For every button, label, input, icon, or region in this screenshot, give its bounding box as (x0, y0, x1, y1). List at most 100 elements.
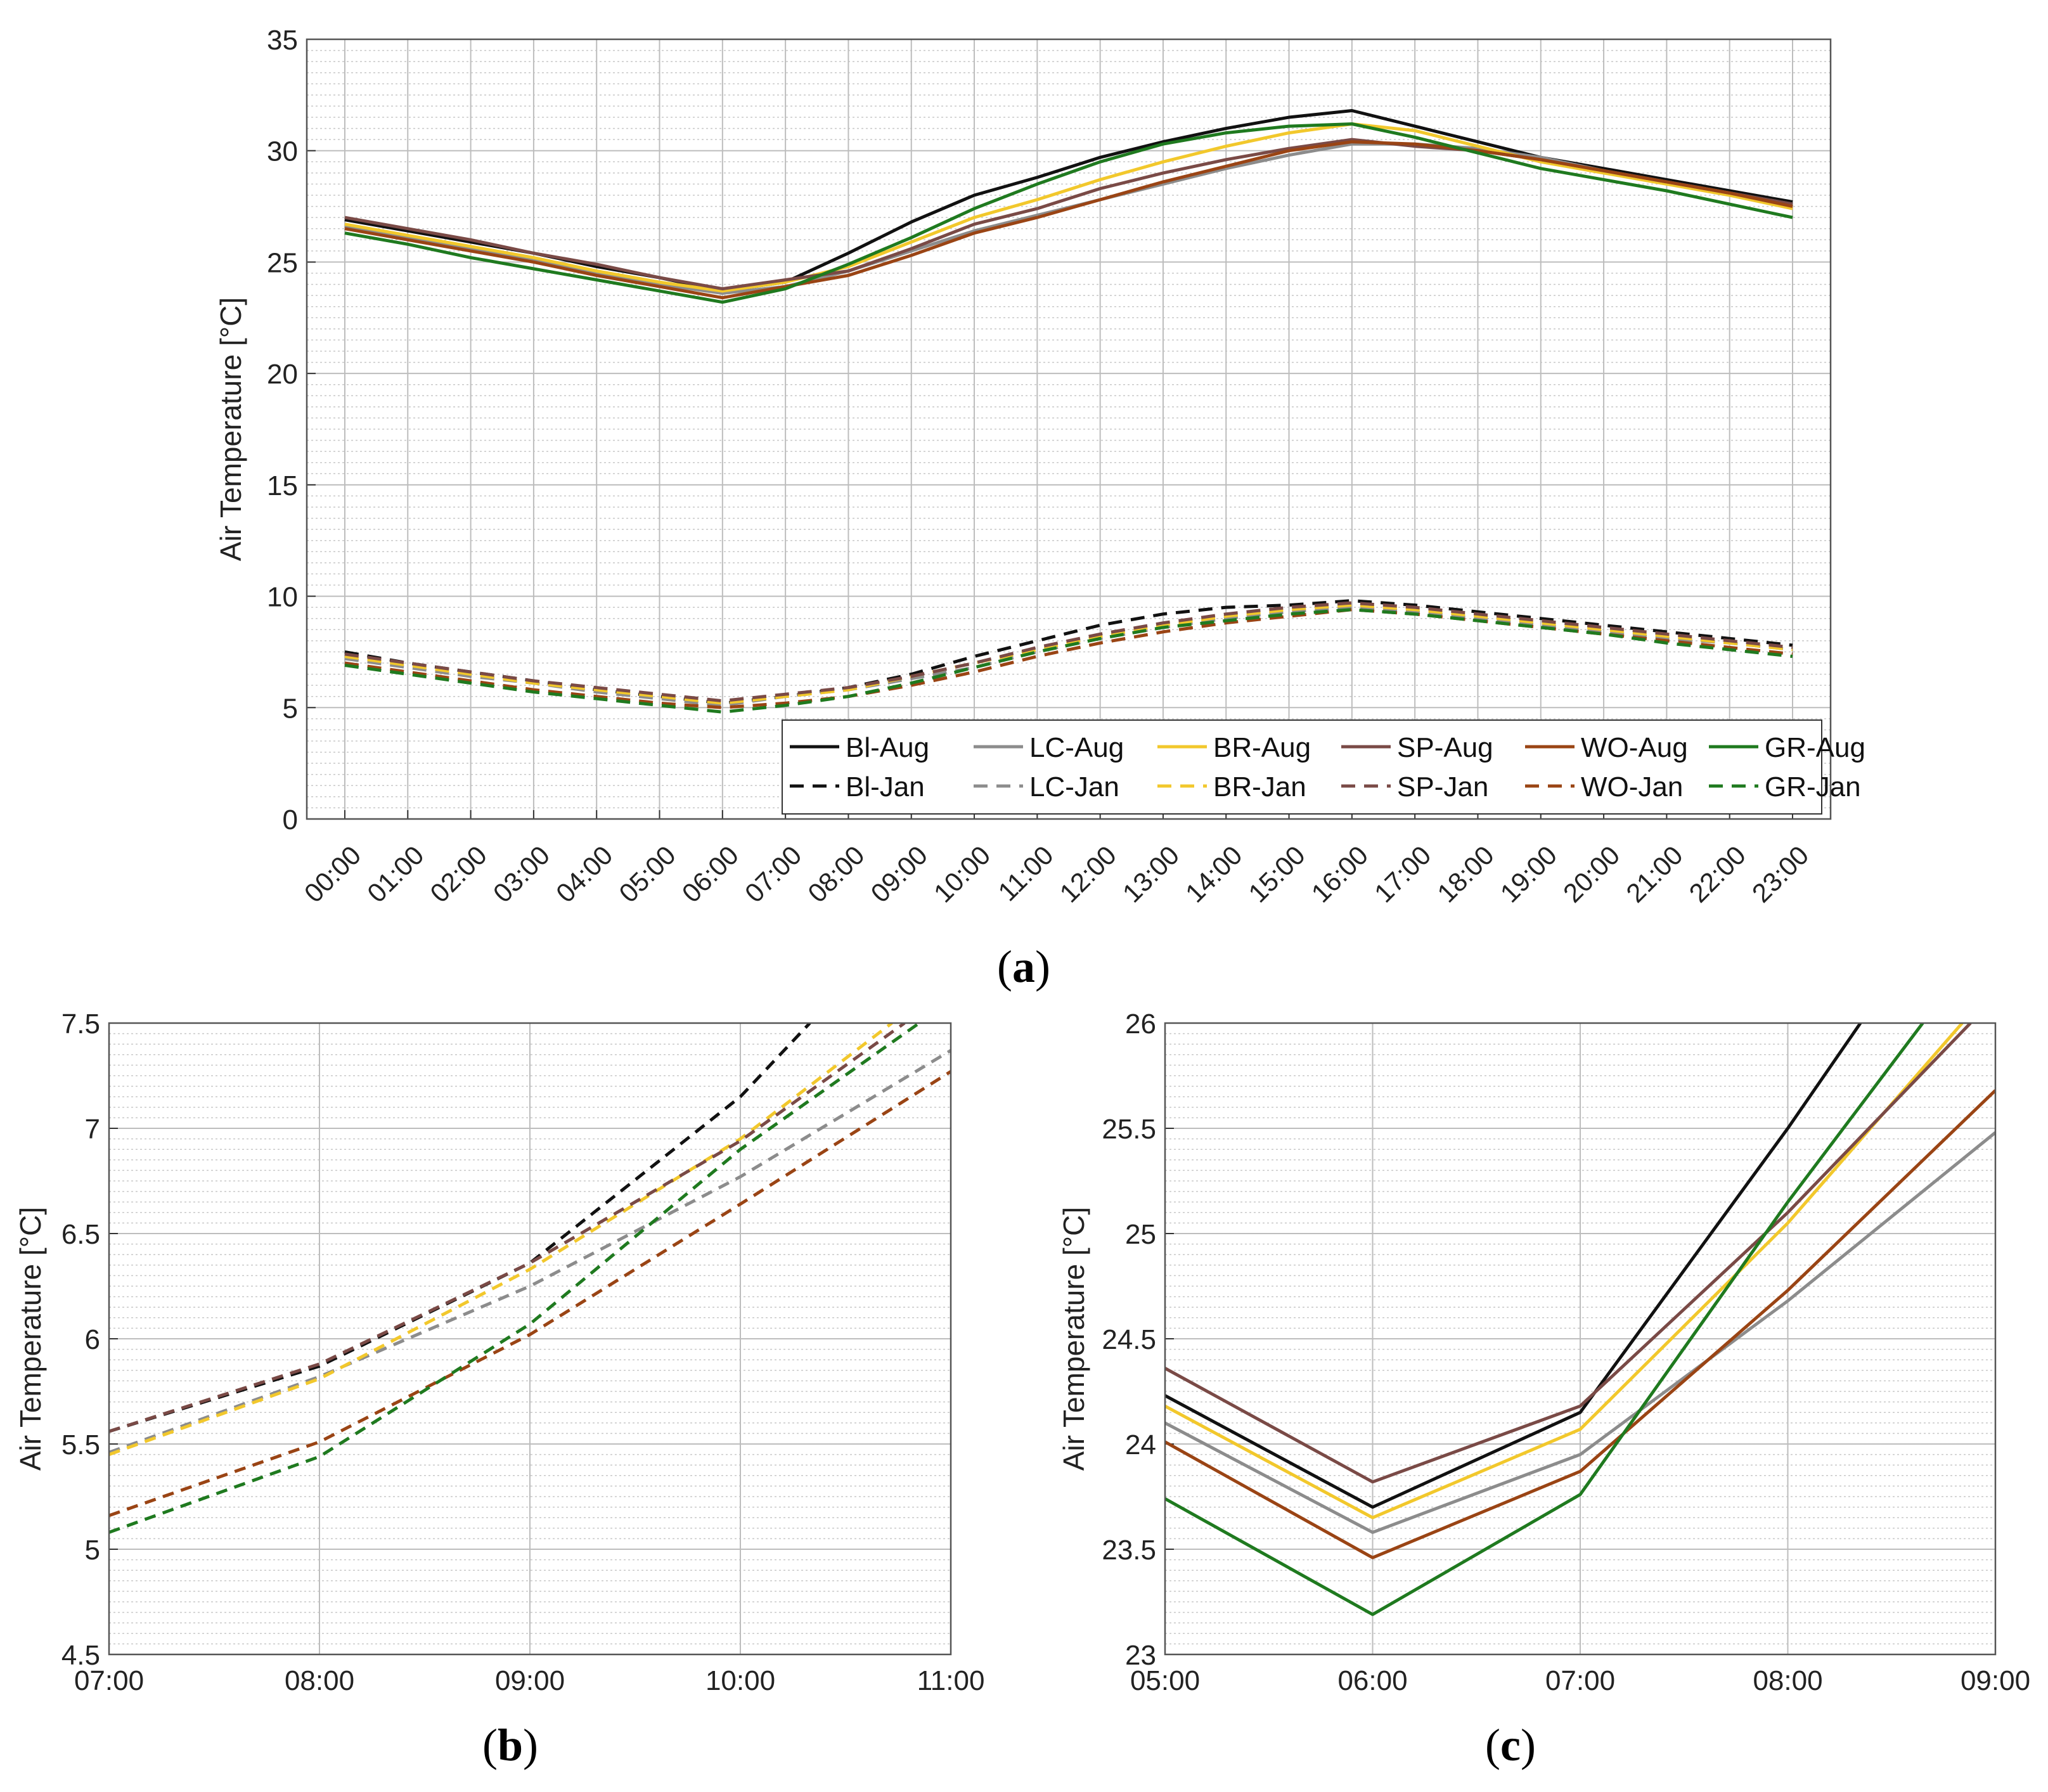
series-line-br-aug (344, 122, 1793, 293)
x-tick-label: 07:00 (1545, 1665, 1615, 1696)
y-axis-label: Air Temperature [°C] (14, 1207, 47, 1471)
legend-label: LC-Jan (1029, 771, 1119, 803)
y-tick-label: 35 (267, 25, 298, 56)
x-tick-label: 01:00 (361, 840, 430, 908)
x-tick-label: 16:00 (1306, 840, 1374, 908)
legend-label: GR-Jan (1765, 771, 1861, 803)
x-tick-label: 20:00 (1557, 840, 1626, 908)
legend: Bl-Aug LC-Aug BR-Aug SP-Aug WO-Aug GR-Aug Bl-J… (782, 719, 1865, 815)
plot-border (1164, 1022, 1997, 1656)
legend-label: SP-Jan (1397, 771, 1488, 803)
series-line-sp-aug (1165, 1023, 1972, 1484)
series-line-gr-aug (1165, 1023, 1924, 1616)
y-tick-label: 23.5 (1102, 1535, 1156, 1566)
chart-b: 4.5 5 5.5 6 6.5 7 7.5 07:00 08:00 09:00 10:00 11:00… (14, 1009, 984, 1696)
series-group (344, 109, 1793, 714)
x-tick-label: 02:00 (424, 840, 493, 908)
y-tick-label: 6.5 (61, 1219, 100, 1250)
y-axis-label: Air Temperature [°C] (1057, 1207, 1090, 1471)
x-tick-label: 07:00 (739, 840, 808, 908)
legend-label: Bl-Aug (846, 732, 929, 763)
x-tick-label: 00:00 (299, 840, 367, 908)
y-tick-label: 4.5 (61, 1640, 100, 1671)
plot-border (108, 1022, 952, 1656)
x-tick-label: 08:00 (802, 840, 870, 908)
x-tick-label: 08:00 (1753, 1665, 1822, 1696)
x-tick-label: 21:00 (1620, 840, 1689, 908)
x-tick-label: 09:00 (1961, 1665, 2030, 1696)
x-tick-label: 12:00 (1053, 840, 1122, 908)
x-tick-label: 10:00 (928, 840, 996, 908)
series-line-sp-jan (344, 601, 1793, 703)
x-tick-label: 11:00 (917, 1665, 985, 1696)
chart-c: 23 23.5 24 24.5 25 25.5 26 05:00 06:00 07:00 08:00… (1057, 1009, 2030, 1696)
y-tick-label: 25 (267, 247, 298, 278)
series-line-wo-aug (1165, 1089, 1995, 1559)
legend-label: SP-Aug (1397, 732, 1493, 763)
y-tick-label: 23 (1125, 1640, 1156, 1671)
x-tick-label: 03:00 (487, 840, 556, 908)
x-tick-label: 10:00 (705, 1665, 775, 1696)
series-line-sp-jan (109, 1023, 906, 1433)
y-tick-label: 30 (267, 136, 298, 167)
x-tick-label: 19:00 (1495, 840, 1563, 908)
x-tick-label: 09:00 (865, 840, 934, 908)
y-axis-label: Air Temperature [°C] (214, 297, 247, 561)
y-tick-label: 5 (283, 693, 298, 724)
series-line-wo-aug (344, 140, 1793, 300)
series-line-br-jan (344, 603, 1793, 705)
y-tick-label: 24 (1125, 1429, 1156, 1460)
x-tick-label: 09:00 (495, 1665, 565, 1696)
y-tick-label: 5.5 (61, 1429, 100, 1460)
series-group (109, 1023, 951, 1534)
x-tick-label: 07:00 (74, 1665, 144, 1696)
series-line-bl-jan (344, 599, 1793, 705)
x-tick-label: 14:00 (1180, 840, 1248, 908)
y-tick-label: 15 (267, 470, 298, 501)
series-line-gr-jan (344, 608, 1793, 714)
series-line-gr-aug (344, 122, 1793, 304)
series-line-br-jan (109, 1023, 893, 1456)
y-tick-label: 0 (283, 804, 298, 835)
x-tick-label: 13:00 (1117, 840, 1185, 908)
x-tick-label: 06:00 (676, 840, 745, 908)
x-tick-label: 23:00 (1746, 840, 1815, 908)
caption-b: (b) (482, 1720, 539, 1770)
x-tick-label: 08:00 (285, 1665, 354, 1696)
series-line-lc-jan (109, 1049, 951, 1454)
legend-label: BR-Aug (1213, 732, 1311, 763)
series-line-gr-jan (109, 1023, 920, 1534)
x-tick-label: 15:00 (1242, 840, 1311, 908)
legend-label: BR-Jan (1213, 771, 1306, 803)
legend-label: LC-Aug (1029, 732, 1124, 763)
x-tick-label: 18:00 (1431, 840, 1500, 908)
x-tick-label: 04:00 (550, 840, 619, 908)
x-tick-label: 22:00 (1684, 840, 1752, 908)
caption-c: (c) (1485, 1720, 1536, 1770)
legend-label: WO-Aug (1581, 732, 1688, 763)
y-tick-label: 5 (85, 1535, 100, 1566)
series-line-br-aug (1165, 1023, 1964, 1519)
x-tick-label: 05:00 (613, 840, 681, 908)
y-tick-label: 6 (85, 1324, 100, 1355)
series-line-bl-aug (1165, 1023, 1862, 1509)
legend-box (782, 719, 1822, 815)
y-tick-label: 7 (85, 1114, 100, 1145)
plot-border (306, 38, 1832, 820)
y-tick-label: 26 (1125, 1009, 1156, 1040)
y-tick-label: 25.5 (1102, 1114, 1156, 1145)
x-tick-label: 17:00 (1369, 840, 1437, 908)
y-tick-label: 20 (267, 359, 298, 390)
legend-label: WO-Jan (1581, 771, 1683, 803)
x-tick-label: 11:00 (992, 840, 1059, 906)
series-line-lc-aug (1165, 1131, 1995, 1534)
y-tick-label: 7.5 (61, 1009, 100, 1040)
y-tick-label: 10 (267, 582, 298, 613)
x-tick-label: 06:00 (1337, 1665, 1407, 1696)
legend-label: GR-Aug (1765, 732, 1865, 763)
y-tick-label: 24.5 (1102, 1324, 1156, 1355)
series-group (1165, 1023, 1995, 1616)
caption-a: (a) (997, 941, 1050, 992)
x-tick-label: 05:00 (1130, 1665, 1200, 1696)
